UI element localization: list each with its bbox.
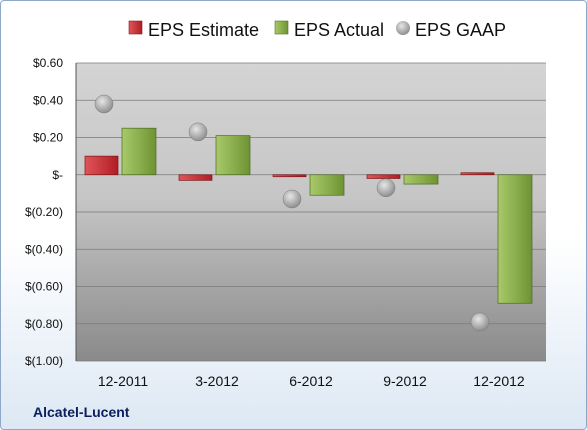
- marker-eps-gaap: [94, 94, 114, 114]
- gaap-markers: [94, 94, 490, 332]
- marker-eps-gaap: [282, 189, 302, 209]
- bar-marks: [84, 127, 533, 304]
- bar-eps-actual: [309, 174, 345, 196]
- y-tick-label: $(0.60): [25, 280, 63, 294]
- marker-eps-gaap: [470, 312, 490, 332]
- y-tick-label: $(0.40): [25, 242, 63, 256]
- x-tick-label: 6-2012: [289, 373, 333, 389]
- chart-legend: EPS Estimate EPS Actual EPS GAAP: [128, 20, 506, 40]
- y-tick-label: $(0.20): [25, 205, 63, 219]
- bar-eps-actual: [215, 135, 251, 176]
- legend-label-gaap: EPS GAAP: [415, 20, 506, 40]
- company-name: Alcatel-Lucent: [33, 404, 130, 420]
- legend-swatch-gaap: [396, 21, 410, 35]
- y-tick-label: $0.40: [33, 93, 63, 107]
- legend-swatch-estimate: [128, 20, 143, 35]
- bar-eps-actual: [497, 174, 533, 304]
- legend-label-actual: EPS Actual: [294, 20, 384, 40]
- legend-label-estimate: EPS Estimate: [148, 20, 259, 40]
- bar-eps-estimate: [460, 172, 495, 176]
- legend-entry-gaap: EPS GAAP: [396, 20, 506, 40]
- y-tick-label: $-: [52, 168, 63, 182]
- bar-eps-actual: [403, 174, 439, 185]
- bar-eps-estimate: [178, 174, 213, 181]
- bar-eps-estimate: [272, 174, 307, 178]
- y-tick-label: $(0.80): [25, 317, 63, 331]
- y-tick-label: $0.60: [33, 56, 63, 70]
- x-tick-label: 3-2012: [195, 373, 239, 389]
- y-axis: $0.60 $0.40 $0.20 $- $(0.20) $(0.40) $(0.60) $(…: [25, 56, 77, 368]
- bar-eps-actual: [121, 127, 157, 176]
- marker-eps-gaap: [376, 178, 396, 198]
- legend-entry-actual: EPS Actual: [274, 20, 384, 40]
- legend-entry-estimate: EPS Estimate: [128, 20, 259, 40]
- y-tick-label: $(1.00): [25, 354, 63, 368]
- x-tick-label: 9-2012: [383, 373, 427, 389]
- x-tick-label: 12-2012: [473, 373, 525, 389]
- bar-eps-estimate: [366, 174, 401, 179]
- y-tick-label: $0.20: [33, 131, 63, 145]
- legend-swatch-actual: [274, 20, 289, 35]
- x-tick-label: 12-2011: [98, 373, 149, 389]
- bar-eps-estimate: [84, 155, 119, 176]
- marker-eps-gaap: [188, 122, 208, 142]
- x-axis: 12-2011 3-2012 6-2012 9-2012 12-2012: [98, 373, 525, 389]
